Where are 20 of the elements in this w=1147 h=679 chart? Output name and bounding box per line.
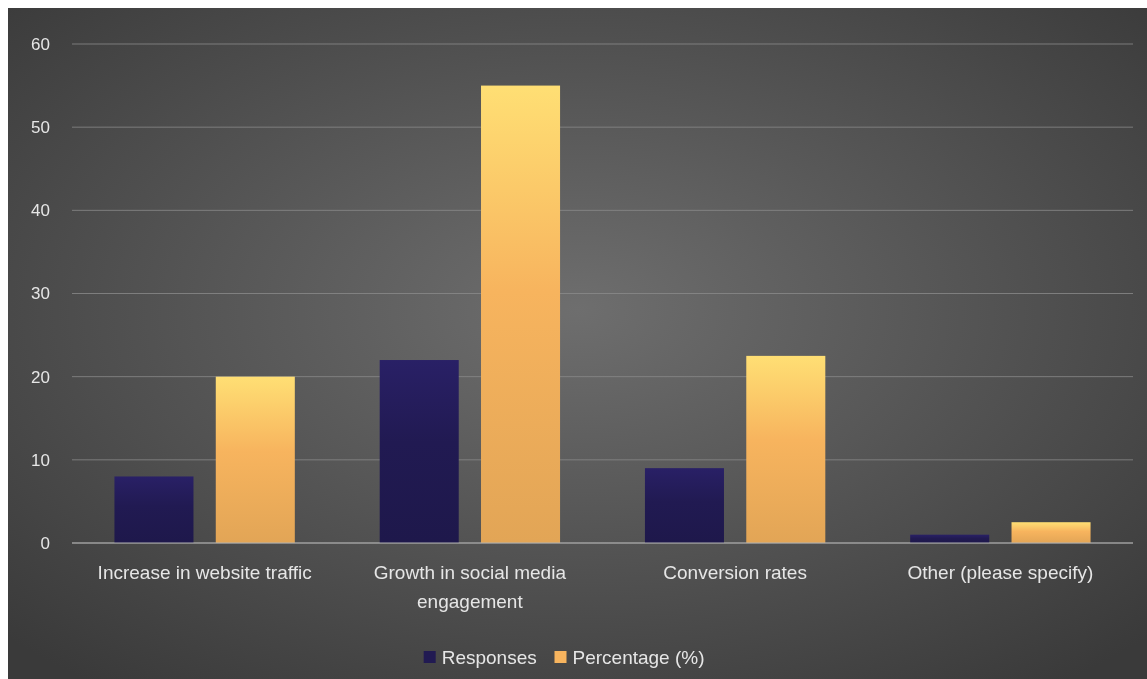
legend-label: Percentage (%) bbox=[572, 646, 705, 668]
bar bbox=[746, 355, 826, 543]
y-tick-label: 30 bbox=[31, 284, 50, 304]
bar bbox=[379, 360, 459, 543]
legend-label: Responses bbox=[441, 646, 537, 668]
y-tick-label: 60 bbox=[31, 34, 50, 54]
x-tick-label: Other (please specify) bbox=[907, 562, 1094, 583]
x-tick-label: Conversion rates bbox=[663, 562, 807, 583]
bar bbox=[1011, 522, 1091, 543]
x-tick-label: Growth in social media engagement bbox=[373, 562, 567, 612]
bar bbox=[644, 468, 724, 543]
y-tick-label: 10 bbox=[31, 450, 50, 470]
y-tick-label: 0 bbox=[40, 533, 50, 553]
bar bbox=[114, 476, 194, 543]
x-tick-label: Increase in website traffic bbox=[97, 562, 312, 583]
bar bbox=[481, 85, 561, 543]
bar bbox=[215, 376, 295, 543]
y-tick-label: 40 bbox=[31, 201, 50, 221]
y-tick-label: 20 bbox=[31, 367, 50, 387]
y-tick-label: 50 bbox=[31, 118, 50, 138]
